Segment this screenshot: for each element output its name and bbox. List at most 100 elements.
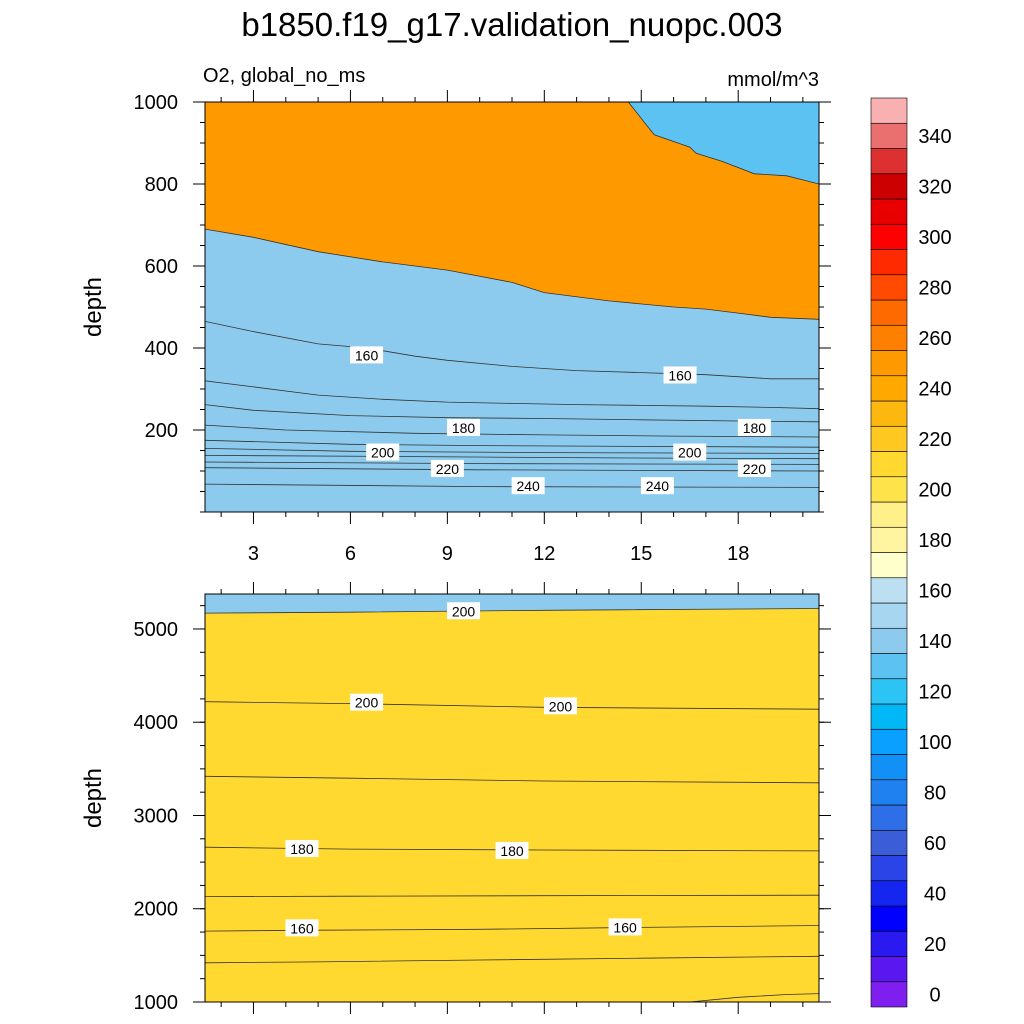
colorbar-box — [870, 754, 908, 781]
contour-label: 200 — [452, 603, 476, 619]
colorbar-label: 160 — [918, 580, 951, 602]
colorbar-box — [870, 451, 908, 478]
y-tick-label: 1000 — [134, 92, 179, 114]
colorbar-box — [870, 400, 908, 427]
y-tick-label: 1000 — [134, 992, 179, 1014]
colorbar-box — [870, 122, 908, 149]
contour-label: 240 — [516, 478, 540, 494]
subtitle-left: O2, global_no_ms — [203, 65, 365, 87]
contour-line-240 — [205, 467, 819, 472]
contour-label: 180 — [743, 420, 767, 436]
contour-label: 220 — [436, 461, 460, 477]
contour-label-bg — [737, 418, 771, 436]
contour-label: 160 — [355, 347, 379, 363]
colorbar-label: 40 — [924, 883, 946, 905]
contour-label: 200 — [355, 695, 379, 711]
contour-label-bg — [495, 841, 529, 859]
colorbar-box — [870, 728, 908, 755]
y-tick-label: 800 — [145, 174, 178, 196]
y-tick-label: 200 — [145, 420, 178, 442]
colorbar-box — [870, 678, 908, 705]
contour-label: 200 — [678, 445, 702, 461]
contour-line-150 — [205, 228, 819, 320]
x-tick-label: 9 — [442, 543, 453, 565]
colorbar-label: 0 — [929, 984, 940, 1006]
colorbar-box — [870, 956, 908, 983]
y-tick-label: 4000 — [134, 712, 179, 734]
contour-line-140 — [689, 993, 819, 1002]
contour-label-bg — [366, 443, 400, 461]
colorbar-box — [870, 223, 908, 250]
colorbar-label: 180 — [918, 530, 951, 552]
contour-line-180 — [205, 846, 819, 852]
band-below-210 — [205, 608, 819, 1002]
colorbar-box — [870, 905, 908, 932]
colorbar-label: 280 — [918, 277, 951, 299]
contour-label: 200 — [549, 698, 573, 714]
contour-label-bg — [350, 346, 384, 364]
colorbar-label: 320 — [918, 176, 951, 198]
contour-line-170 — [205, 894, 819, 897]
contour-line-220 — [205, 455, 819, 460]
panel-deep-ocean: 160 160 180 180 200 200 200 1000 2000 3000 4000 500… — [134, 582, 831, 1014]
colorbar-label: 240 — [918, 378, 951, 400]
colorbar-box — [870, 577, 908, 604]
contour-label-bg — [350, 693, 384, 711]
colorbar-box — [870, 173, 908, 200]
colorbar-box — [870, 804, 908, 831]
x-tick-label: 15 — [630, 543, 652, 565]
contour-line-170 — [205, 380, 819, 410]
contour-label-bg — [673, 443, 707, 461]
contour-label: 180 — [500, 843, 524, 859]
contour-label: 180 — [452, 420, 476, 436]
colorbar-label: 120 — [918, 681, 951, 703]
contour-label-bg — [663, 366, 697, 384]
colorbar-box — [870, 350, 908, 377]
colorbar-box — [870, 829, 908, 856]
colorbar-box — [870, 930, 908, 957]
colorbar-label: 340 — [918, 126, 951, 148]
x-tick-label: 6 — [345, 543, 356, 565]
y-tick-label: 3000 — [134, 805, 179, 827]
contour-label-bg — [447, 418, 481, 436]
panel-upper-ocean: 240 240 220 220 200 200 180 180 160 160 200 400 600 8… — [134, 90, 831, 565]
contour-label: 160 — [668, 367, 692, 383]
colorbar-box — [870, 375, 908, 402]
contour-line-200 — [205, 701, 819, 710]
colorbar-box — [870, 855, 908, 882]
y-tick-label: 600 — [145, 256, 178, 278]
colorbar-box — [870, 476, 908, 503]
contour-line-160 — [205, 321, 819, 380]
y-tick-label: 2000 — [134, 899, 179, 921]
colorbar-box — [870, 97, 908, 124]
contour-label-bg — [608, 918, 642, 936]
contour-line-140 — [627, 102, 819, 185]
contour-line-230 — [205, 461, 819, 465]
colorbar-box — [870, 249, 908, 276]
contour-line-150 — [205, 955, 819, 964]
colorbar-box — [870, 324, 908, 351]
colorbar-box — [870, 880, 908, 907]
contour-label-bg — [543, 697, 577, 715]
contour-label-bg — [430, 459, 464, 477]
colorbar-box — [870, 703, 908, 730]
colorbar-box — [870, 602, 908, 629]
contour-line-160 — [205, 925, 819, 932]
colorbar-box — [870, 501, 908, 528]
colorbar-box — [870, 299, 908, 326]
contour-label: 240 — [646, 478, 670, 494]
contour-label: 160 — [613, 919, 637, 935]
contour-label: 180 — [290, 841, 314, 857]
contour-label-bg — [285, 919, 319, 937]
contour-label-bg — [285, 840, 319, 858]
x-tick-label: 18 — [727, 543, 749, 565]
colorbar-label: 140 — [918, 631, 951, 653]
colorbar-label: 260 — [918, 328, 951, 350]
contour-label: 200 — [371, 445, 395, 461]
colorbar-label: 220 — [918, 429, 951, 451]
colorbar-box — [870, 981, 908, 1008]
subtitle-right: mmol/m^3 — [727, 69, 819, 91]
colorbar-label: 100 — [918, 732, 951, 754]
colorbar: 0 20 40 60 80 100 120 140 160 180 200 220 240 260 280 3… — [870, 97, 952, 1008]
